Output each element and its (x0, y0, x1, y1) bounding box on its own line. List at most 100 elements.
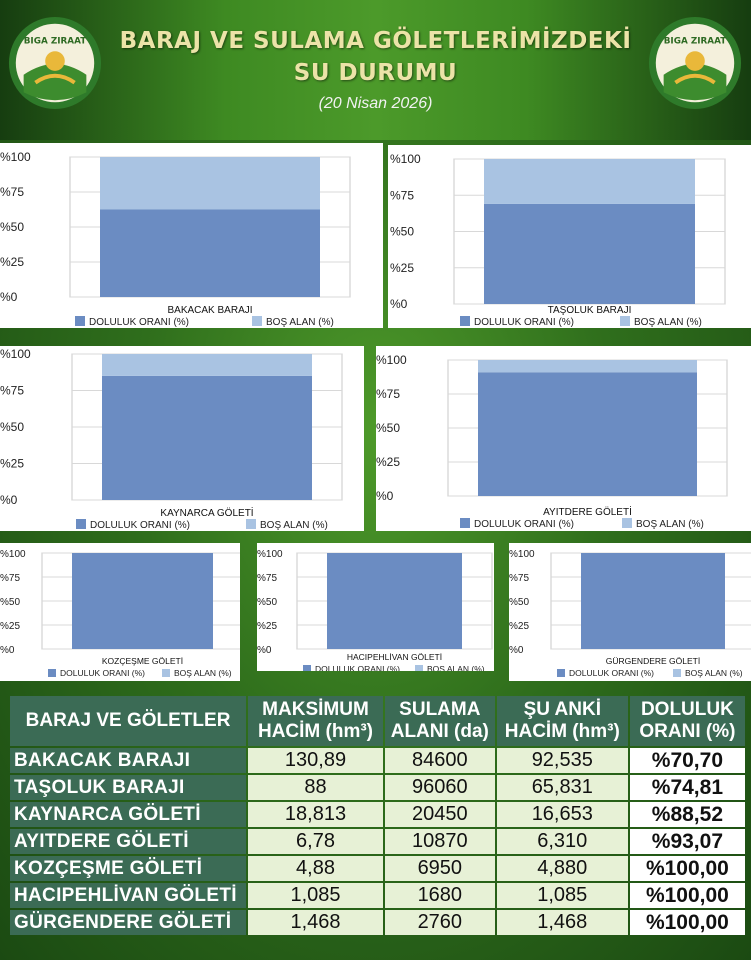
legend-swatch-doluluk (557, 669, 565, 677)
row-name: BAKACAK BARAJI (10, 748, 247, 773)
legend-swatch-bos (252, 316, 262, 326)
legend-swatch-doluluk (48, 669, 56, 677)
report-date: (20 Nisan 2026) (318, 95, 433, 112)
y-tick-label: %25 (257, 621, 277, 632)
bar-doluluk (72, 553, 213, 649)
y-tick-label: %75 (509, 573, 529, 584)
category-label: HACIPEHLİVAN GÖLETİ (347, 652, 442, 662)
row-name: KAYNARCA GÖLETİ (10, 802, 247, 827)
y-tick-label: %100 (376, 353, 407, 367)
chart-panel-tasoluk: %0 %25 %50 %75 %100 TAŞOLUK BARAJI DOLULUK ORA… (388, 145, 751, 328)
page-title: BARAJ VE SULAMA GÖLETLERİMİZDEKİ (119, 28, 632, 54)
table-row: HACIPEHLİVAN GÖLETİ 1,085 1680 1,085 %10… (10, 883, 745, 908)
row-name: KOZÇEŞME GÖLETİ (10, 856, 247, 881)
bar-doluluk (581, 553, 725, 649)
category-label: AYITDERE GÖLETİ (543, 505, 632, 518)
legend-swatch-bos (162, 669, 170, 677)
row-fill-rate: %93,07 (629, 829, 745, 854)
row-irrigation-area: 10870 (384, 829, 495, 854)
legend-label: DOLULUK ORANI (%) (89, 317, 189, 328)
y-tick-label: %0 (257, 645, 272, 656)
legend-label: BOŞ ALAN (%) (174, 668, 232, 678)
y-tick-label: %25 (0, 621, 20, 632)
y-tick-label: %25 (390, 261, 414, 275)
legend-label: DOLULUK ORANI (%) (474, 317, 574, 328)
y-tick-label: %75 (0, 185, 24, 199)
bar-bos-alan (484, 159, 695, 204)
header-irrigation-area: SULAMA ALANI (da) (384, 696, 495, 746)
chart-panel-bakacak: %0 %25 %50 %75 %100 BAKACAK BARAJI DOLULUK ORA… (0, 143, 383, 328)
bar-doluluk (327, 553, 462, 649)
bar-bos-alan (100, 157, 320, 210)
table-row: TAŞOLUK BARAJI 88 96060 65,831 %74,81 (10, 775, 745, 800)
row-max-volume: 1,468 (248, 910, 383, 935)
legend-label: BOŞ ALAN (%) (685, 668, 743, 678)
legend-swatch-bos (620, 316, 630, 326)
row-name: GÜRGENDERE GÖLETİ (10, 910, 247, 935)
table-row: KAYNARCA GÖLETİ 18,813 20450 16,653 %88,… (10, 802, 745, 827)
category-label: GÜRGENDERE GÖLETİ (606, 656, 700, 666)
chart-svg: %0 %25 %50 %75 %100 HACIPEHLİVAN GÖLETİ DOLULU… (257, 549, 493, 671)
header-name: BARAJ VE GÖLETLER (10, 696, 247, 746)
y-tick-label: %50 (257, 597, 277, 608)
y-tick-label: %100 (390, 152, 421, 166)
legend-label: BOŞ ALAN (%) (266, 317, 334, 328)
category-label: KAYNARCA GÖLETİ (160, 506, 253, 519)
chart-panel-kaynarca: %0 %25 %50 %75 %100 KAYNARCA GÖLETİ DOLULUK OR… (0, 346, 364, 531)
y-tick-label: %25 (0, 457, 24, 471)
legend-label: BOŞ ALAN (%) (427, 664, 485, 671)
row-max-volume: 18,813 (248, 802, 383, 827)
y-tick-label: %25 (509, 621, 529, 632)
row-max-volume: 88 (248, 775, 383, 800)
y-tick-label: %50 (390, 225, 414, 239)
row-current-volume: 1,085 (496, 883, 628, 908)
row-max-volume: 4,88 (248, 856, 383, 881)
bar-doluluk (100, 209, 320, 297)
legend-swatch-doluluk (75, 316, 85, 326)
y-tick-label: %0 (390, 297, 408, 311)
y-tick-label: %50 (0, 597, 20, 608)
legend-label: BOŞ ALAN (%) (634, 317, 702, 328)
row-fill-rate: %88,52 (629, 802, 745, 827)
table-header-row: BARAJ VE GÖLETLER MAKSİMUM HACİM (hm³) S… (10, 696, 745, 746)
chart-panel-hacipehlivan: %0 %25 %50 %75 %100 HACIPEHLİVAN GÖLETİ DOLULU… (257, 543, 494, 671)
y-tick-label: %75 (0, 573, 20, 584)
y-tick-label: %0 (0, 290, 18, 304)
y-tick-label: %0 (0, 493, 18, 507)
row-max-volume: 6,78 (248, 829, 383, 854)
page-title-line2: SU DURUMU (293, 60, 458, 86)
row-max-volume: 1,085 (248, 883, 383, 908)
row-current-volume: 16,653 (496, 802, 628, 827)
legend-swatch-doluluk (76, 519, 86, 529)
y-tick-label: %50 (0, 420, 24, 434)
row-irrigation-area: 20450 (384, 802, 495, 827)
row-current-volume: 1,468 (496, 910, 628, 935)
bar-doluluk (484, 203, 695, 304)
row-name: AYITDERE GÖLETİ (10, 829, 247, 854)
y-tick-label: %100 (0, 549, 26, 560)
legend-swatch-bos (622, 518, 632, 528)
table-row: AYITDERE GÖLETİ 6,78 10870 6,310 %93,07 (10, 829, 745, 854)
y-tick-label: %100 (0, 150, 31, 164)
row-irrigation-area: 96060 (384, 775, 495, 800)
bar-bos-alan (478, 360, 697, 373)
bar-doluluk (102, 375, 312, 500)
y-tick-label: %0 (0, 645, 15, 656)
row-max-volume: 130,89 (248, 748, 383, 773)
header-banner: BIGA ZIRAAT BIGA ZIRAAT BARAJ VE SULAMA … (0, 0, 751, 140)
chart-panel-kozcesme: %0 %25 %50 %75 %100 KOZÇEŞME GÖLETİ DOLULUK OR… (0, 543, 240, 681)
y-tick-label: %100 (509, 549, 535, 560)
y-tick-label: %25 (376, 455, 400, 469)
row-current-volume: 92,535 (496, 748, 628, 773)
y-tick-label: %25 (0, 255, 24, 269)
legend-label: DOLULUK ORANI (%) (569, 668, 654, 678)
svg-text:BIGA ZIRAAT: BIGA ZIRAAT (664, 36, 727, 46)
row-current-volume: 65,831 (496, 775, 628, 800)
chamber-logo-icon: BIGA ZIRAAT (8, 16, 102, 110)
y-tick-label: %75 (0, 384, 24, 398)
category-label: KOZÇEŞME GÖLETİ (102, 656, 183, 666)
y-tick-label: %100 (257, 549, 283, 560)
